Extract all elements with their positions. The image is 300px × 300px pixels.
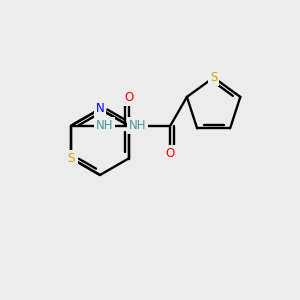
Text: NH: NH <box>96 119 113 132</box>
Text: S: S <box>210 71 217 84</box>
Text: NH: NH <box>129 119 146 132</box>
Text: S: S <box>68 152 75 165</box>
Text: O: O <box>124 91 133 104</box>
Text: N: N <box>67 152 76 165</box>
Text: N: N <box>96 103 104 116</box>
Text: O: O <box>166 147 175 160</box>
